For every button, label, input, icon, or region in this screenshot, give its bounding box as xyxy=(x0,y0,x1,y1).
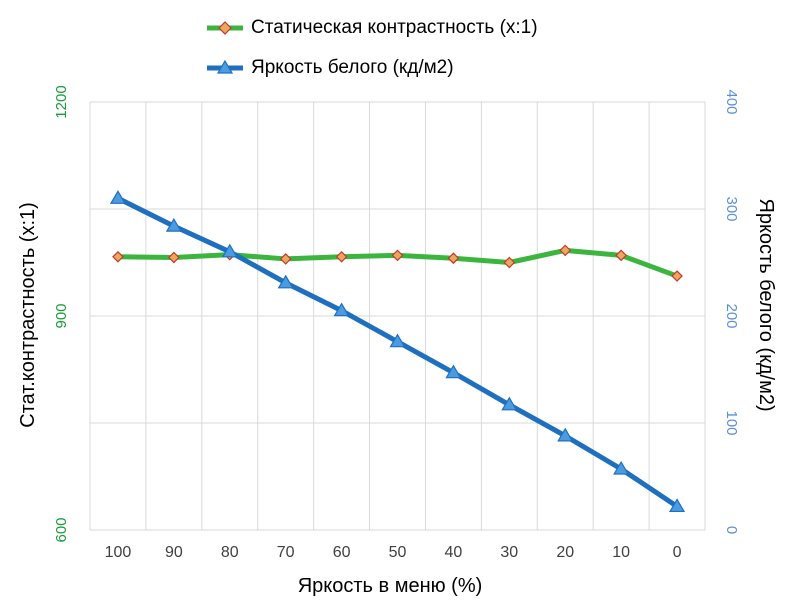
data-point-triangle xyxy=(445,364,462,379)
data-point-triangle xyxy=(389,333,406,348)
left-axis: 600 900 1200 xyxy=(53,85,70,542)
data-point-triangle xyxy=(165,217,182,232)
x-tick-label: 100 xyxy=(105,544,132,561)
data-point-diamond xyxy=(503,256,516,269)
data-point-diamond xyxy=(335,250,348,263)
data-point-triangle xyxy=(501,396,518,411)
right-axis: 0 100 200 300 400 xyxy=(723,89,740,534)
legend-item-brightness: Яркость белого (кд/м2) xyxy=(205,54,454,82)
legend-swatch-brightness xyxy=(207,59,243,74)
x-tick-label: 90 xyxy=(165,544,183,561)
data-point-triangle xyxy=(277,274,294,289)
x-tick-label: 30 xyxy=(500,544,518,561)
legend: Статическая контрастность (x:1) Яркость … xyxy=(205,14,625,94)
legend-item-contrast: Статическая контрастность (x:1) xyxy=(205,14,538,42)
series-layer xyxy=(109,190,686,513)
data-point-triangle xyxy=(557,427,574,442)
data-point-diamond xyxy=(279,253,292,265)
right-tick-label: 0 xyxy=(723,526,740,534)
data-point-triangle xyxy=(669,498,686,513)
x-tick-label: 70 xyxy=(277,544,295,561)
right-tick-label: 200 xyxy=(723,303,740,328)
x-tick-label: 60 xyxy=(333,544,351,561)
data-point-diamond xyxy=(391,249,404,262)
right-axis-title: Яркость белого (кд/м2) xyxy=(755,198,777,411)
legend-label-brightness: Яркость белого (кд/м2) xyxy=(251,57,454,78)
left-tick-label: 1200 xyxy=(53,85,70,118)
x-tick-label: 40 xyxy=(445,544,463,561)
right-tick-label: 300 xyxy=(723,196,740,221)
left-axis-title: Стат.контрастность (x:1) xyxy=(17,202,39,428)
x-tick-label: 20 xyxy=(556,544,574,561)
legend-swatch-contrast xyxy=(207,21,243,35)
data-point-triangle xyxy=(221,243,238,258)
legend-label-contrast: Статическая контрастность (x:1) xyxy=(251,17,538,38)
grid xyxy=(89,101,706,531)
x-axis: 100 90 80 70 60 50 40 30 20 10 0 xyxy=(105,544,682,561)
data-point-diamond xyxy=(112,250,124,263)
data-point-diamond xyxy=(615,249,627,262)
x-axis-title: Яркость в меню (%) xyxy=(298,575,483,597)
data-point-triangle xyxy=(109,190,126,204)
right-tick-label: 100 xyxy=(723,410,740,435)
series-1 xyxy=(109,190,686,513)
data-point-triangle xyxy=(333,302,350,317)
x-tick-label: 0 xyxy=(673,544,682,561)
x-tick-label: 50 xyxy=(389,544,407,561)
data-point-diamond xyxy=(559,244,572,257)
right-tick-label: 400 xyxy=(723,89,740,114)
data-point-diamond xyxy=(447,252,460,265)
x-tick-label: 80 xyxy=(221,544,239,561)
data-point-triangle xyxy=(613,460,630,475)
series-0 xyxy=(112,244,683,282)
data-point-diamond xyxy=(671,270,683,282)
x-tick-label: 10 xyxy=(612,544,630,561)
data-point-diamond xyxy=(168,251,180,264)
left-tick-label: 900 xyxy=(53,303,70,328)
left-tick-label: 600 xyxy=(53,517,70,542)
